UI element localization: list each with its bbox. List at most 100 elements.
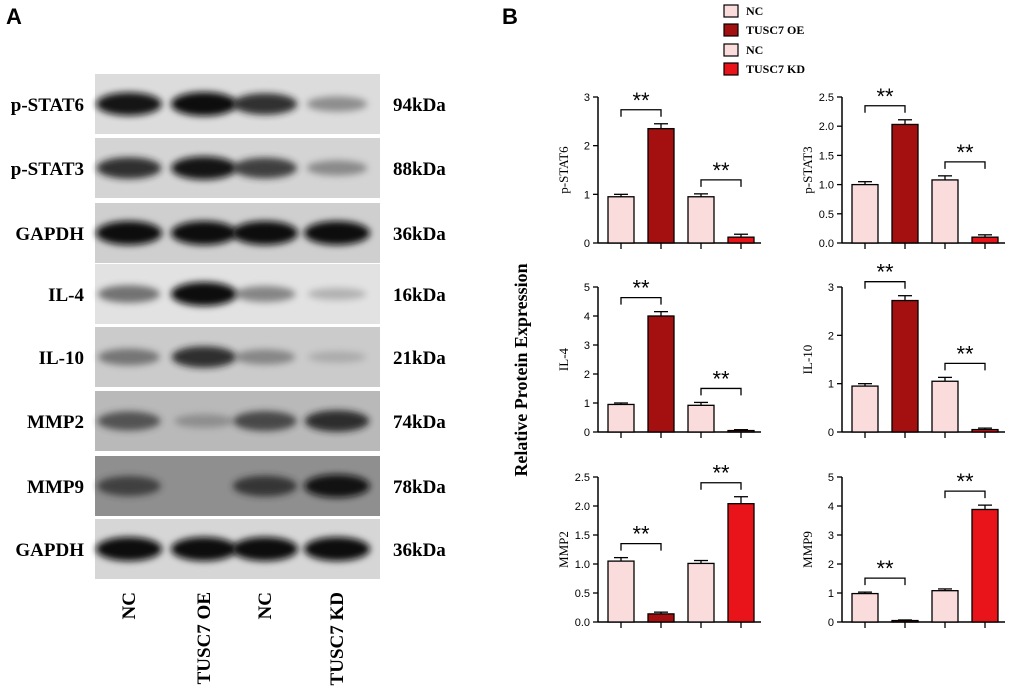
significance-bracket <box>620 542 662 551</box>
kda-label: 88kDa <box>393 159 446 180</box>
protein-band <box>96 221 162 245</box>
bar <box>971 428 999 433</box>
protein-band <box>96 157 162 179</box>
y-tick-label: 0.5 <box>819 209 834 221</box>
protein-band <box>233 475 297 497</box>
bar <box>851 183 879 244</box>
significance-label: ** <box>712 461 730 486</box>
band-label: IL-4 <box>48 285 84 306</box>
bar <box>647 315 675 433</box>
significance-bracket <box>864 281 906 289</box>
lane-label: NC <box>255 592 276 619</box>
bar <box>607 196 635 244</box>
protein-band <box>97 411 161 431</box>
significance-label: ** <box>712 158 730 183</box>
kda-label: 74kDa <box>393 412 446 433</box>
bar-chart-mmp9: 0 1 2 3 4 5 MMP9 ** ** <box>800 469 1005 629</box>
chart-y-axis-label: p-STAT6 <box>556 146 571 194</box>
band-label: MMP2 <box>27 412 84 433</box>
legend-label: NC <box>746 4 763 18</box>
y-tick-label: 1.0 <box>819 180 834 192</box>
y-tick-label: 5 <box>828 472 834 484</box>
legend-label: NC <box>746 43 763 57</box>
y-tick-label: 1.0 <box>575 559 590 571</box>
protein-band <box>232 537 298 561</box>
protein-band <box>304 537 370 561</box>
y-tick-label: 3 <box>584 340 590 352</box>
bar-chart-p-stat3: 0.0 0.5 1.0 1.5 2.0 2.5 p-STAT3 ** ** <box>800 84 1005 250</box>
significance-label: ** <box>876 84 894 109</box>
band-label: GAPDH <box>15 224 84 245</box>
y-tick-label: 2 <box>828 559 834 571</box>
bar <box>971 508 999 623</box>
band-label: GAPDH <box>15 540 84 561</box>
bar <box>971 236 999 244</box>
protein-band <box>233 411 297 431</box>
bar <box>851 385 879 433</box>
y-tick-label: 1.5 <box>819 150 834 162</box>
chart-y-axis-label: IL-10 <box>800 345 815 375</box>
protein-band <box>232 93 298 115</box>
y-tick-label: 2 <box>584 141 590 153</box>
western-blot-panel: p-STAT6 94kDa p-STAT3 88kDa GAPDH 36kDa IL-4 16… <box>11 74 446 685</box>
legend-swatch <box>723 4 739 18</box>
chart-y-axis-label: IL-4 <box>556 347 571 371</box>
significance-bracket <box>700 179 742 187</box>
kda-label: 36kDa <box>393 224 446 245</box>
protein-band <box>171 156 237 180</box>
significance-label: ** <box>712 366 730 391</box>
significance-label: ** <box>956 341 974 366</box>
band-label: p-STAT3 <box>11 159 84 180</box>
protein-band <box>175 481 233 491</box>
y-tick-label: 2 <box>828 330 834 342</box>
y-tick-label: 0.0 <box>819 238 834 250</box>
y-tick-label: 0.5 <box>575 588 590 600</box>
significance-label: ** <box>632 88 650 113</box>
significance-label: ** <box>876 260 894 285</box>
protein-band <box>171 346 237 368</box>
bar <box>727 236 755 244</box>
protein-band <box>233 157 297 179</box>
y-tick-label: 2.5 <box>819 92 834 104</box>
bar-chart-mmp2: 0.0 0.5 1.0 1.5 2.0 2.5 MMP2 ** ** <box>556 461 761 629</box>
bar <box>647 613 675 623</box>
protein-band <box>306 160 368 176</box>
bar <box>607 560 635 623</box>
bar <box>727 429 755 433</box>
y-tick-label: 0 <box>828 617 834 629</box>
bar <box>891 299 919 433</box>
kda-label: 78kDa <box>393 477 446 498</box>
y-tick-label: 4 <box>584 311 590 323</box>
bar <box>687 404 715 433</box>
significance-bracket <box>944 161 986 169</box>
bar <box>931 380 959 433</box>
significance-label: ** <box>632 522 650 547</box>
bar <box>647 127 675 244</box>
significance-bracket <box>944 362 986 371</box>
significance-label: ** <box>876 556 894 581</box>
protein-band <box>98 285 160 303</box>
y-tick-label: 0 <box>828 427 834 439</box>
y-tick-label: 4 <box>828 501 834 513</box>
protein-band <box>174 414 234 428</box>
significance-bracket <box>864 577 906 586</box>
protein-band <box>171 92 237 116</box>
bar <box>891 123 919 244</box>
kda-label: 36kDa <box>393 540 446 561</box>
significance-bracket <box>620 109 662 117</box>
panel-b-letter: B <box>502 4 518 29</box>
bar <box>727 503 755 623</box>
shared-y-axis-label: Relative Protein Expression <box>511 263 531 476</box>
protein-band <box>96 92 162 116</box>
legend-label: TUSC7 KD <box>746 62 805 76</box>
protein-band <box>304 221 370 245</box>
bar-chart-p-stat6: 0 1 2 3 p-STAT6 ** ** <box>556 88 761 250</box>
y-tick-label: 2.0 <box>575 501 590 513</box>
band-label: MMP9 <box>27 477 84 498</box>
bar-chart-il-4: 0 1 2 3 4 5 IL-4 ** ** <box>556 276 761 439</box>
significance-bracket <box>864 105 906 113</box>
bar-chart-il-10: 0 1 2 3 IL-10 ** ** <box>800 260 1005 439</box>
significance-bracket <box>620 297 662 305</box>
legend-swatch <box>723 23 739 37</box>
